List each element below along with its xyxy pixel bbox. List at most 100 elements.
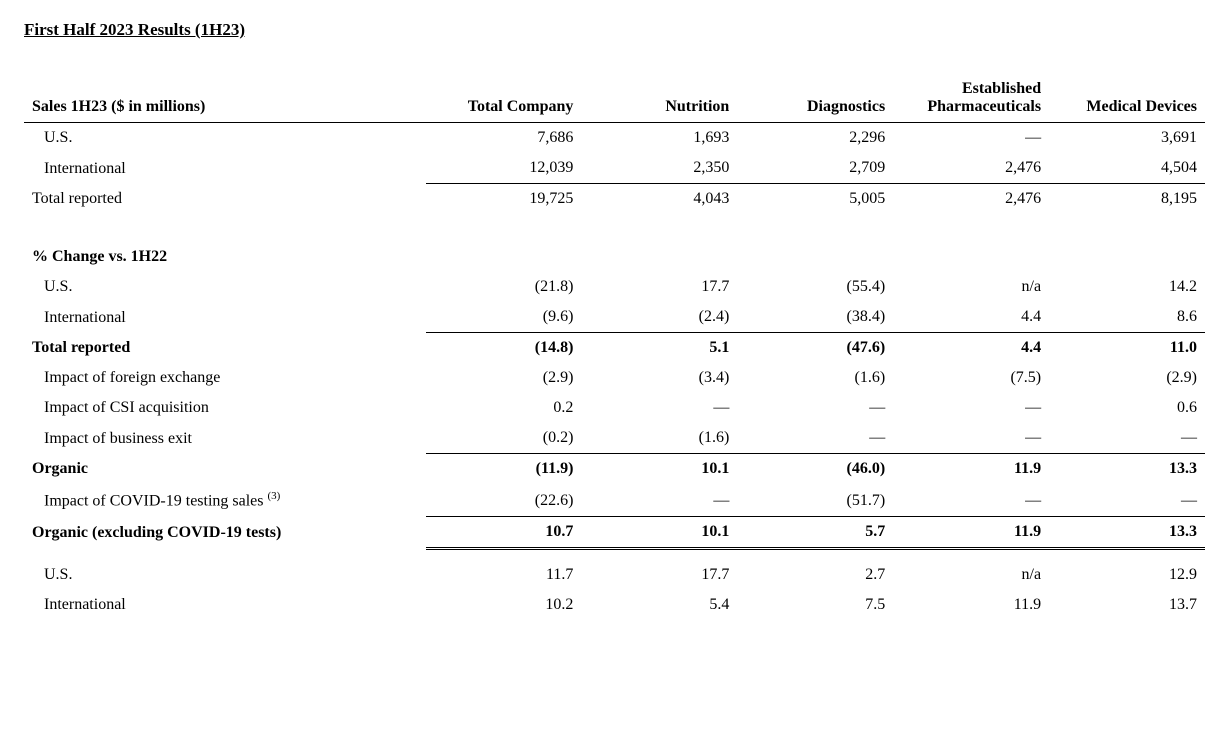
change-fx-row: Impact of foreign exchange (2.9) (3.4) (… bbox=[24, 363, 1205, 393]
cell: (38.4) bbox=[737, 302, 893, 333]
change-section-header: % Change vs. 1H22 bbox=[24, 214, 1205, 272]
cell: 2,296 bbox=[737, 123, 893, 154]
cell: 13.3 bbox=[1049, 454, 1205, 485]
cell: 5.1 bbox=[581, 333, 737, 364]
cell: 2,350 bbox=[581, 153, 737, 184]
header-sales-label: Sales 1H23 ($ in millions) bbox=[24, 74, 426, 123]
row-label: Total reported bbox=[24, 333, 426, 364]
cell: 8,195 bbox=[1049, 184, 1205, 215]
cell: — bbox=[737, 393, 893, 423]
cell: 10.1 bbox=[581, 516, 737, 548]
cell: (14.8) bbox=[426, 333, 582, 364]
results-table: Sales 1H23 ($ in millions) Total Company… bbox=[24, 74, 1205, 620]
cell: 14.2 bbox=[1049, 272, 1205, 302]
cell: 0.2 bbox=[426, 393, 582, 423]
cell: (2.4) bbox=[581, 302, 737, 333]
footnote-ref: (3) bbox=[268, 490, 281, 502]
cell: (21.8) bbox=[426, 272, 582, 302]
cell: 4,043 bbox=[581, 184, 737, 215]
cell: 12.9 bbox=[1049, 560, 1205, 590]
cell: 4.4 bbox=[893, 302, 1049, 333]
cell: (51.7) bbox=[737, 484, 893, 516]
cell: 11.9 bbox=[893, 454, 1049, 485]
cell: — bbox=[581, 484, 737, 516]
row-label: Impact of business exit bbox=[24, 423, 426, 454]
cell: (7.5) bbox=[893, 363, 1049, 393]
cell: — bbox=[1049, 484, 1205, 516]
cell: (47.6) bbox=[737, 333, 893, 364]
change-us-row: U.S. (21.8) 17.7 (55.4) n/a 14.2 bbox=[24, 272, 1205, 302]
cell: (46.0) bbox=[737, 454, 893, 485]
cell: 13.7 bbox=[1049, 590, 1205, 620]
cell: — bbox=[581, 393, 737, 423]
cell: 11.7 bbox=[426, 560, 582, 590]
sales-intl-row: International 12,039 2,350 2,709 2,476 4… bbox=[24, 153, 1205, 184]
cell: 2,476 bbox=[893, 153, 1049, 184]
change-csi-row: Impact of CSI acquisition 0.2 — — — 0.6 bbox=[24, 393, 1205, 423]
page-title: First Half 2023 Results (1H23) bbox=[24, 20, 1205, 40]
change-exit-row: Impact of business exit (0.2) (1.6) — — … bbox=[24, 423, 1205, 454]
cell: — bbox=[737, 423, 893, 454]
row-label: U.S. bbox=[24, 560, 426, 590]
change-covid-row: Impact of COVID-19 testing sales (3) (22… bbox=[24, 484, 1205, 516]
cell: 1,693 bbox=[581, 123, 737, 154]
cell: (2.9) bbox=[1049, 363, 1205, 393]
cell: 2.7 bbox=[737, 560, 893, 590]
cell: 17.7 bbox=[581, 272, 737, 302]
cell: 0.6 bbox=[1049, 393, 1205, 423]
cell: 13.3 bbox=[1049, 516, 1205, 548]
cell: (55.4) bbox=[737, 272, 893, 302]
header-medical-devices: Medical Devices bbox=[1049, 74, 1205, 123]
header-nutrition: Nutrition bbox=[581, 74, 737, 123]
cell: 11.0 bbox=[1049, 333, 1205, 364]
cell: 7,686 bbox=[426, 123, 582, 154]
header-diagnostics: Diagnostics bbox=[737, 74, 893, 123]
cell: 4,504 bbox=[1049, 153, 1205, 184]
change-us2-row: U.S. 11.7 17.7 2.7 n/a 12.9 bbox=[24, 560, 1205, 590]
row-label: Organic bbox=[24, 454, 426, 485]
cell: (0.2) bbox=[426, 423, 582, 454]
sales-us-row: U.S. 7,686 1,693 2,296 — 3,691 bbox=[24, 123, 1205, 154]
cell: 3,691 bbox=[1049, 123, 1205, 154]
cell: 2,709 bbox=[737, 153, 893, 184]
cell: 12,039 bbox=[426, 153, 582, 184]
cell: (2.9) bbox=[426, 363, 582, 393]
cell: — bbox=[893, 484, 1049, 516]
cell: — bbox=[893, 423, 1049, 454]
cell: 5,005 bbox=[737, 184, 893, 215]
change-organic-ex-row: Organic (excluding COVID-19 tests) 10.7 … bbox=[24, 516, 1205, 548]
cell: n/a bbox=[893, 272, 1049, 302]
row-label: U.S. bbox=[24, 272, 426, 302]
cell: 11.9 bbox=[893, 516, 1049, 548]
cell: (1.6) bbox=[581, 423, 737, 454]
change-intl-row: International (9.6) (2.4) (38.4) 4.4 8.6 bbox=[24, 302, 1205, 333]
header-established-pharma: Established Pharmaceuticals bbox=[893, 74, 1049, 123]
row-label: Impact of foreign exchange bbox=[24, 363, 426, 393]
cell: — bbox=[893, 123, 1049, 154]
change-header-label: % Change vs. 1H22 bbox=[24, 214, 1205, 272]
cell: 4.4 bbox=[893, 333, 1049, 364]
cell: (1.6) bbox=[737, 363, 893, 393]
cell: 17.7 bbox=[581, 560, 737, 590]
cell: 10.7 bbox=[426, 516, 582, 548]
cell: — bbox=[893, 393, 1049, 423]
row-label: International bbox=[24, 153, 426, 184]
spacer-row bbox=[24, 548, 1205, 560]
cell: 11.9 bbox=[893, 590, 1049, 620]
row-label: International bbox=[24, 590, 426, 620]
cell: 2,476 bbox=[893, 184, 1049, 215]
header-total-company: Total Company bbox=[426, 74, 582, 123]
cell: 8.6 bbox=[1049, 302, 1205, 333]
row-label: Total reported bbox=[24, 184, 426, 215]
change-intl2-row: International 10.2 5.4 7.5 11.9 13.7 bbox=[24, 590, 1205, 620]
row-label: Impact of COVID-19 testing sales (3) bbox=[24, 484, 426, 516]
row-label: International bbox=[24, 302, 426, 333]
cell: 19,725 bbox=[426, 184, 582, 215]
cell: (22.6) bbox=[426, 484, 582, 516]
cell: 10.1 bbox=[581, 454, 737, 485]
cell: 7.5 bbox=[737, 590, 893, 620]
change-total-row: Total reported (14.8) 5.1 (47.6) 4.4 11.… bbox=[24, 333, 1205, 364]
change-organic-row: Organic (11.9) 10.1 (46.0) 11.9 13.3 bbox=[24, 454, 1205, 485]
header-row: Sales 1H23 ($ in millions) Total Company… bbox=[24, 74, 1205, 123]
row-label: Organic (excluding COVID-19 tests) bbox=[24, 516, 426, 548]
